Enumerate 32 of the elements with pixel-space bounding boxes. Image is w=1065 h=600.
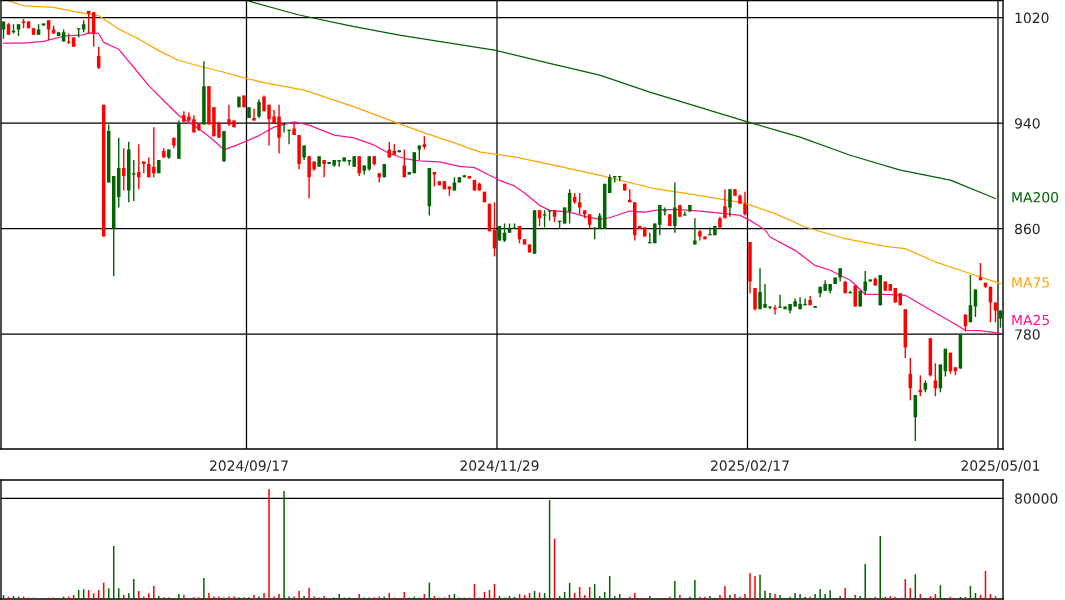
x-tick-label: 2025/02/17 [710,460,789,472]
y-tick-label: 80000 [1015,493,1058,504]
series-label: MA25 [1012,314,1049,326]
candlestick [322,159,326,178]
line-series [7,0,1002,285]
candlestick [743,191,747,217]
candlestick [137,143,141,190]
y-tick-label: 1020 [1015,12,1049,24]
line-series [2,32,1002,335]
candlestick [257,98,261,119]
x-tick-label: 2024/09/17 [209,460,288,472]
candlestick [973,288,978,318]
y-tick-label: 860 [1015,223,1040,235]
y-tick-label: 940 [1014,118,1040,129]
candlestick [853,284,857,308]
candlestick [252,107,256,122]
series-label: MA75 [1012,277,1049,288]
candlestick [723,188,727,219]
candlestick [753,287,757,312]
line-series [248,0,997,200]
x-tick-label: 2024/11/29 [460,460,539,472]
series-label: MA200 [1012,192,1059,203]
candlestick [693,217,697,246]
candlestick [728,188,732,218]
x-tick-label: 2025/05/01 [961,460,1040,472]
candlestick [86,10,91,35]
candlestick [46,19,51,41]
candlestick [577,192,582,215]
candlestick [863,270,867,296]
y-tick-label: 780 [1015,329,1040,340]
candlestick [357,155,361,177]
candlestick [673,181,677,234]
